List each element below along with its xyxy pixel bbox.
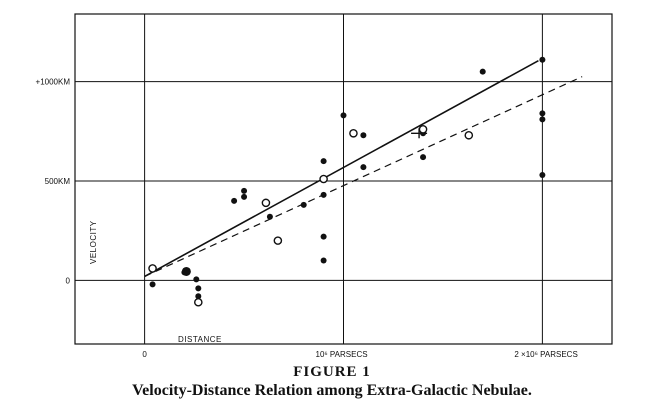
filled-data-point bbox=[149, 281, 156, 288]
y-tick-label: 500KM bbox=[45, 177, 71, 186]
filled-data-point bbox=[420, 154, 427, 161]
x-axis-label: DISTANCE bbox=[178, 335, 222, 344]
filled-data-point bbox=[479, 68, 486, 75]
filled-data-point bbox=[539, 56, 546, 63]
tick-labels-layer: 0 10⁶ PARSECS 2 ×10⁶ PARSECS 0 500KM +1000KM bbox=[36, 78, 578, 359]
filled-data-point bbox=[360, 164, 367, 171]
filled-data-point bbox=[300, 201, 307, 208]
y-axis-label: VELOCITY bbox=[89, 220, 98, 264]
filled-data-point bbox=[195, 285, 202, 292]
filled-data-point bbox=[340, 112, 347, 119]
fit-lines-layer bbox=[144, 60, 583, 278]
filled-data-point bbox=[539, 172, 546, 179]
y-tick-label: 0 bbox=[66, 276, 71, 285]
open-data-point bbox=[418, 125, 428, 134]
filled-data-point bbox=[266, 213, 273, 220]
cross-data-point bbox=[411, 128, 428, 139]
data-points-layer bbox=[148, 56, 546, 307]
open-data-point bbox=[349, 128, 358, 138]
figure-caption: Velocity-Distance Relation among Extra-G… bbox=[132, 382, 532, 399]
filled-data-point bbox=[193, 276, 200, 283]
open-data-point bbox=[319, 174, 328, 184]
open-data-point bbox=[148, 264, 157, 273]
plot-frame bbox=[74, 13, 613, 345]
solid-fit-line bbox=[144, 60, 539, 278]
filled-data-point bbox=[320, 158, 327, 165]
filled-data-point bbox=[195, 293, 202, 300]
y-tick-label: +1000KM bbox=[36, 78, 71, 87]
grid-layer bbox=[75, 14, 612, 344]
filled-data-point bbox=[360, 132, 367, 139]
filled-data-point bbox=[231, 197, 238, 204]
filled-data-point bbox=[320, 257, 327, 264]
open-data-point bbox=[273, 236, 283, 245]
open-data-point bbox=[261, 198, 271, 208]
filled-data-point bbox=[241, 193, 248, 200]
x-tick-label: 10⁶ PARSECS bbox=[316, 350, 368, 359]
large-filled-data-point bbox=[181, 266, 191, 276]
x-tick-label: 2 ×10⁶ PARSECS bbox=[514, 350, 577, 359]
open-data-point bbox=[464, 130, 474, 140]
open-data-point bbox=[194, 297, 203, 307]
filled-data-point bbox=[241, 187, 248, 194]
dashed-fit-line bbox=[144, 76, 583, 277]
filled-data-point bbox=[320, 191, 327, 198]
figure-title: FIGURE 1 bbox=[293, 364, 371, 380]
filled-data-point bbox=[320, 233, 327, 240]
filled-data-point bbox=[539, 116, 546, 123]
x-tick-label: 0 bbox=[142, 350, 147, 359]
filled-data-point bbox=[539, 110, 546, 117]
